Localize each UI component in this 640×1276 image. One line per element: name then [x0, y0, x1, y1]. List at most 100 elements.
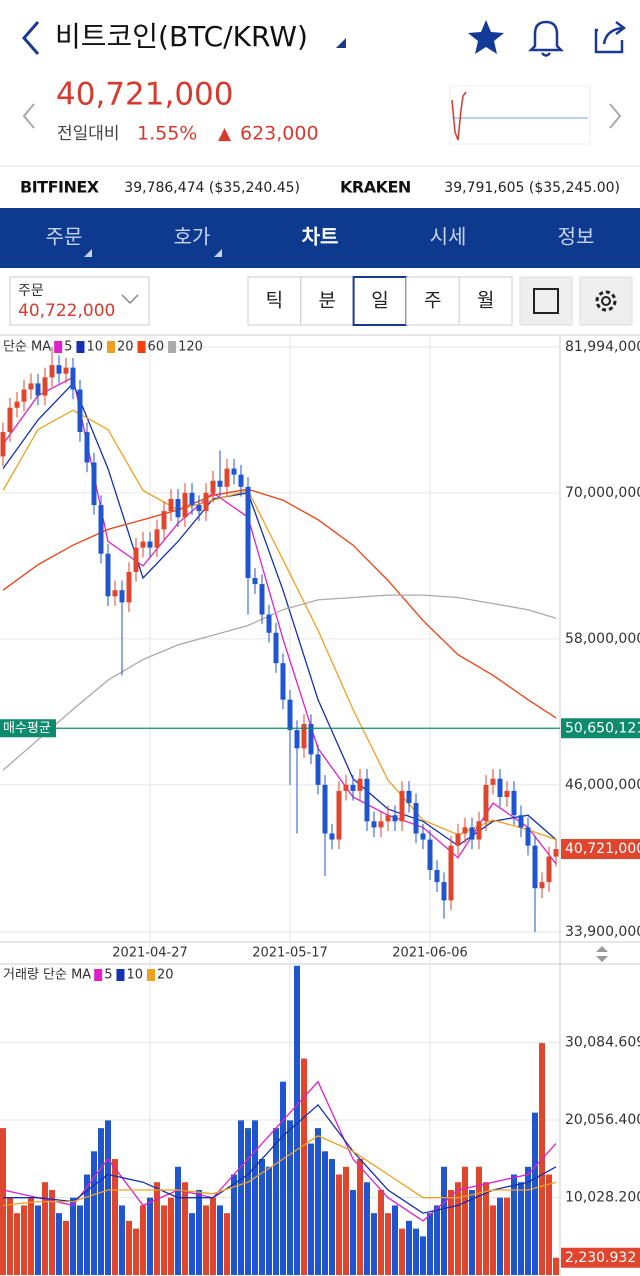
candle-body	[105, 553, 111, 597]
candle-body	[497, 778, 503, 797]
legend-swatch	[147, 969, 156, 981]
volume-bar	[385, 1213, 391, 1275]
candle-body	[70, 367, 76, 390]
volume-bar	[203, 1205, 209, 1275]
candle-body	[147, 541, 153, 548]
volume-bar	[112, 1159, 118, 1275]
candle-body	[126, 571, 132, 603]
volume-bar	[56, 1213, 62, 1275]
candle-body	[357, 778, 363, 791]
tab[interactable]: 주문	[46, 225, 83, 249]
pane-resize[interactable]	[596, 946, 608, 962]
legend-swatch	[116, 969, 125, 981]
legend-swatch	[94, 969, 103, 981]
y-tick-label: 10,028.200	[565, 1189, 640, 1205]
volume-bar	[308, 1143, 314, 1275]
candle-body	[301, 724, 307, 749]
volume-bar	[245, 1128, 251, 1275]
order-label: 주문	[18, 283, 44, 299]
legend-label: 20	[117, 340, 134, 355]
exchange-name: KRAKEN	[340, 178, 411, 197]
volume-bar	[49, 1189, 55, 1275]
volume-bar	[147, 1197, 153, 1275]
volume-bar	[322, 1151, 328, 1275]
back-button[interactable]	[22, 21, 40, 55]
volume-bar	[133, 1228, 139, 1275]
order-box[interactable]	[9, 276, 150, 326]
candle-body	[525, 827, 531, 846]
volume-bar	[497, 1197, 503, 1275]
avg-name: 매수평균	[3, 721, 51, 736]
candle-body	[434, 869, 440, 883]
avg-name-box	[0, 719, 56, 738]
next-coin[interactable]	[609, 103, 622, 129]
drawing-button[interactable]	[519, 276, 573, 326]
candle-body	[266, 614, 272, 633]
volume-bar	[553, 1257, 559, 1275]
volume-bar	[378, 1189, 384, 1275]
candle-body	[224, 468, 230, 487]
volume-bar	[91, 1151, 97, 1275]
order-dropdown[interactable]	[121, 294, 139, 305]
volume-bar	[7, 1197, 13, 1275]
volume-bar	[105, 1120, 111, 1275]
volume-bar	[28, 1197, 34, 1275]
volume-bar	[21, 1205, 27, 1275]
candle-body	[35, 383, 41, 396]
volume-bar	[504, 1197, 510, 1275]
candle-body	[91, 462, 97, 506]
volume-bar	[483, 1182, 489, 1275]
candle-body	[210, 480, 216, 493]
y-tick-label: 58,000,000	[565, 631, 640, 647]
volume-bar	[448, 1189, 454, 1275]
coin-title[interactable]: 비트코인(BTC/KRW)	[55, 20, 308, 53]
legend-label: 60	[148, 340, 165, 355]
candle-body	[546, 856, 552, 883]
last-volume-label: 2,230.932	[565, 1250, 636, 1266]
tab[interactable]: 정보	[558, 225, 595, 249]
tab-bar	[0, 208, 640, 268]
legend-title: 단순 MA	[3, 340, 51, 355]
share-icon[interactable]	[594, 21, 627, 54]
ma-line	[2, 1080, 557, 1222]
volume-bar	[364, 1182, 370, 1275]
change-rate: 1.55%	[137, 123, 197, 145]
candle-body	[231, 468, 237, 475]
candle-body	[63, 367, 69, 374]
candle-body	[483, 784, 489, 822]
candle-body	[119, 590, 125, 603]
alarm-icon[interactable]	[527, 20, 565, 57]
candle-body	[315, 754, 321, 785]
tab-corner	[84, 249, 92, 257]
volume-bar	[210, 1197, 216, 1275]
volume-bar	[182, 1182, 188, 1275]
favorite-icon[interactable]	[468, 20, 504, 54]
tab[interactable]: 호가	[174, 225, 211, 249]
volume-bar	[0, 1128, 6, 1275]
candle-body	[350, 784, 356, 791]
period-label: 주	[424, 290, 441, 312]
volume-bar	[329, 1159, 335, 1275]
volume-bar	[546, 1174, 552, 1275]
candle-body	[322, 784, 328, 834]
legend-label: 20	[157, 968, 174, 983]
candle-body	[168, 498, 174, 512]
tab[interactable]: 차트	[302, 225, 339, 249]
period-button[interactable]	[458, 276, 513, 326]
change-amount: 623,000	[240, 123, 319, 145]
candle-body	[329, 833, 335, 840]
title-dropdown[interactable]	[336, 38, 346, 48]
candle-body	[413, 803, 419, 834]
settings-button[interactable]	[579, 276, 633, 326]
volume-bar	[511, 1174, 517, 1275]
volume-bar	[294, 965, 300, 1275]
candle-body	[287, 699, 293, 731]
period-button[interactable]	[300, 276, 355, 326]
period-button[interactable]	[405, 276, 460, 326]
ma-line	[2, 594, 557, 771]
tab[interactable]: 시세	[430, 225, 467, 249]
prev-coin[interactable]	[22, 103, 35, 129]
volume-bar	[287, 1120, 293, 1275]
volume-bar	[434, 1205, 440, 1275]
